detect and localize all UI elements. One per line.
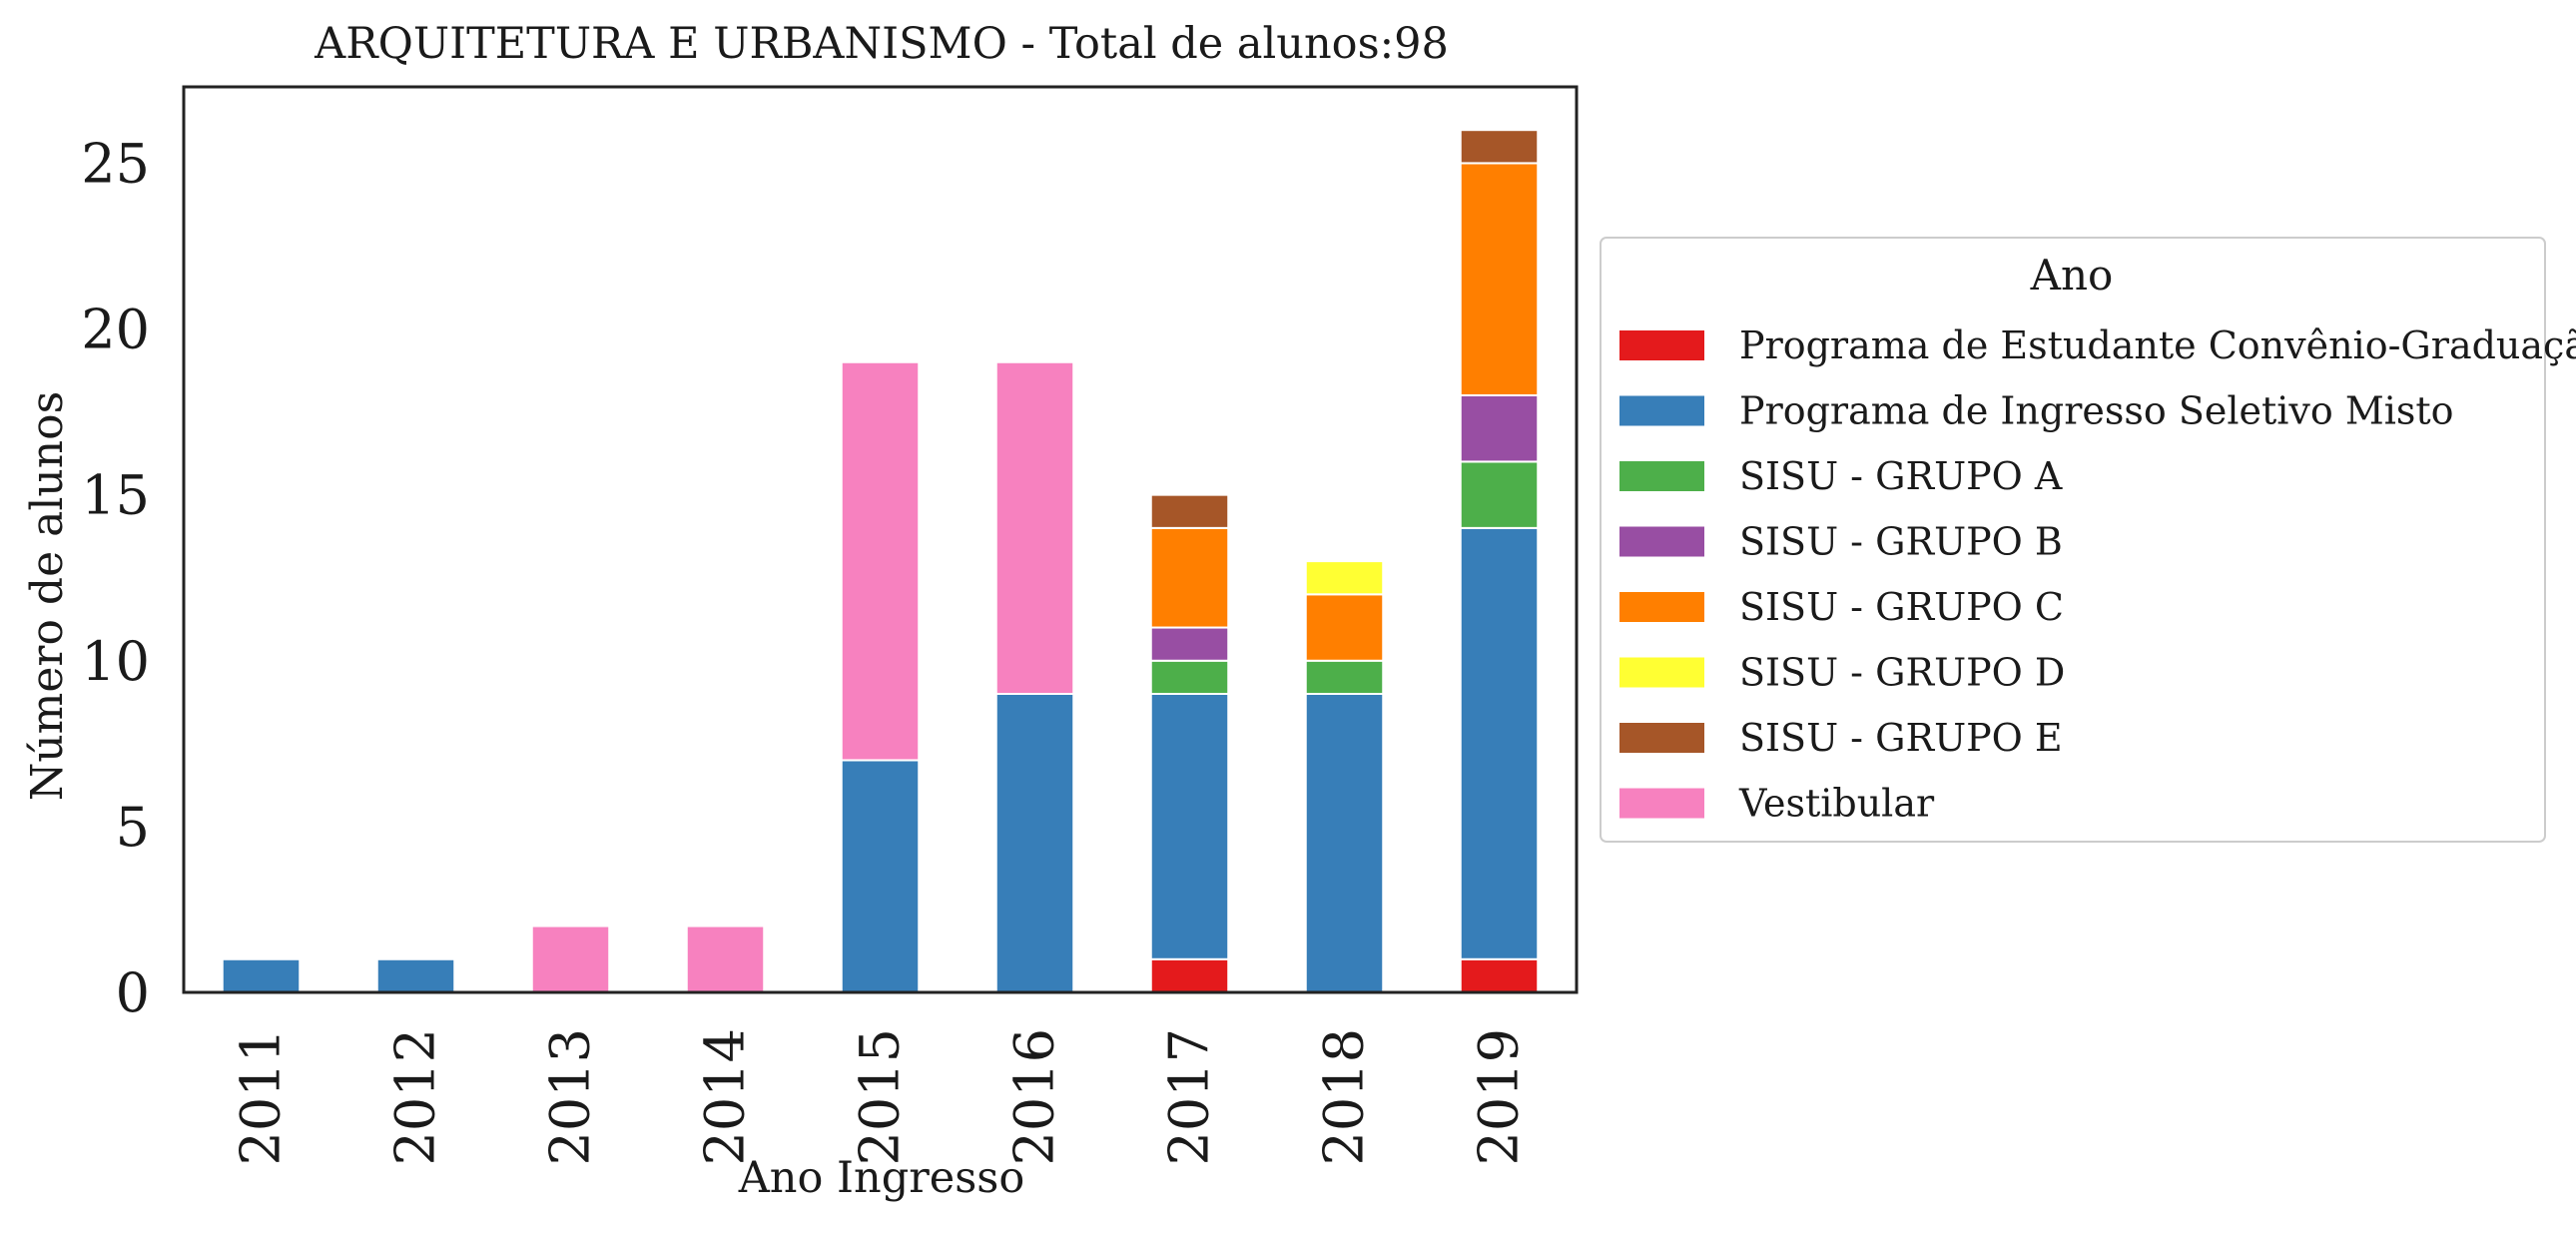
x-ticks: 2011 2012 2013 2014 2015 2016 2017 2018 2019 — [230, 1028, 1531, 1165]
bar-2019-series-1 — [1459, 526, 1540, 960]
x-tick-label: 2016 — [1003, 1028, 1066, 1165]
y-tick-label: 10 — [81, 630, 150, 693]
x-tick-label: 2018 — [1313, 1028, 1376, 1165]
legend-swatch-3 — [1619, 526, 1704, 557]
bar-2017-series-3 — [1149, 626, 1230, 662]
y-tick-label: 5 — [116, 796, 150, 859]
bar-2017-series-1 — [1149, 692, 1230, 960]
plot-frame — [182, 85, 1579, 994]
bar-2017-series-2 — [1149, 659, 1230, 695]
bar-2019-series-3 — [1459, 393, 1540, 463]
bar-2013-series-7 — [530, 925, 611, 993]
bar-2019-series-0 — [1459, 957, 1540, 993]
legend-items: Programa de Estudante Convênio-Graduação… — [1619, 323, 2576, 826]
x-tick-label: 2017 — [1158, 1028, 1221, 1165]
legend: Ano Programa de Estudante Convênio-Gradu… — [1600, 237, 2576, 843]
y-tick-label: 20 — [81, 299, 150, 361]
legend-swatch-0 — [1619, 330, 1704, 360]
x-axis-label: Ano Ingresso — [738, 1153, 1025, 1203]
legend-label-2: SISU - GRUPO A — [1739, 454, 2063, 498]
bar-2019-series-4 — [1459, 162, 1540, 396]
y-tick-label: 0 — [116, 961, 150, 1024]
legend-title: Ano — [2030, 251, 2114, 300]
legend-label-6: SISU - GRUPO E — [1739, 716, 2063, 760]
legend-swatch-7 — [1619, 788, 1704, 819]
bar-2017-series-0 — [1149, 957, 1230, 993]
bar-2019-series-2 — [1459, 460, 1540, 529]
bar-2016-series-7 — [994, 360, 1075, 695]
legend-label-7: Vestibular — [1738, 782, 1935, 826]
bar-2011-series-1 — [221, 957, 302, 993]
bar-2016-series-1 — [994, 692, 1075, 993]
legend-label-3: SISU - GRUPO B — [1739, 520, 2063, 564]
legend-label-0: Programa de Estudante Convênio-Graduação — [1739, 323, 2576, 367]
legend-swatch-1 — [1619, 395, 1704, 426]
legend-swatch-4 — [1619, 592, 1704, 622]
x-tick-label: 2014 — [694, 1028, 757, 1165]
legend-swatch-2 — [1619, 461, 1704, 491]
legend-label-5: SISU - GRUPO D — [1739, 651, 2065, 695]
x-tick-label: 2015 — [849, 1028, 912, 1165]
bar-2017-series-6 — [1149, 493, 1230, 529]
x-tick-label: 2011 — [230, 1028, 293, 1165]
x-tick-label: 2013 — [539, 1028, 602, 1165]
y-axis-label: Número de alunos — [22, 391, 73, 801]
y-ticks: 0 5 10 15 20 25 — [81, 132, 150, 1024]
legend-box — [1600, 237, 2546, 843]
bar-2015-series-1 — [840, 759, 921, 994]
bar-2018-series-5 — [1304, 560, 1385, 596]
x-tick-label: 2012 — [384, 1028, 447, 1165]
bar-2018-series-1 — [1304, 692, 1385, 993]
legend-label-4: SISU - GRUPO C — [1739, 585, 2064, 629]
legend-label-1: Programa de Ingresso Seletivo Misto — [1739, 389, 2454, 433]
bar-2014-series-7 — [685, 925, 766, 993]
legend-swatch-6 — [1619, 723, 1704, 753]
y-axis-label-text: Número de alunos — [22, 391, 73, 801]
bar-2015-series-7 — [840, 360, 921, 762]
chart-title: ARQUITETURA E URBANISMO - Total de aluno… — [314, 19, 1449, 69]
bars — [221, 129, 1540, 994]
bar-2012-series-1 — [375, 957, 456, 993]
bar-2018-series-2 — [1304, 659, 1385, 695]
bar-2018-series-4 — [1304, 593, 1385, 662]
bar-2019-series-6 — [1459, 129, 1540, 165]
y-tick-label: 15 — [81, 464, 150, 527]
x-tick-label: 2019 — [1468, 1028, 1531, 1165]
legend-swatch-5 — [1619, 657, 1704, 688]
y-tick-label: 25 — [81, 132, 150, 195]
bar-2017-series-4 — [1149, 526, 1230, 629]
